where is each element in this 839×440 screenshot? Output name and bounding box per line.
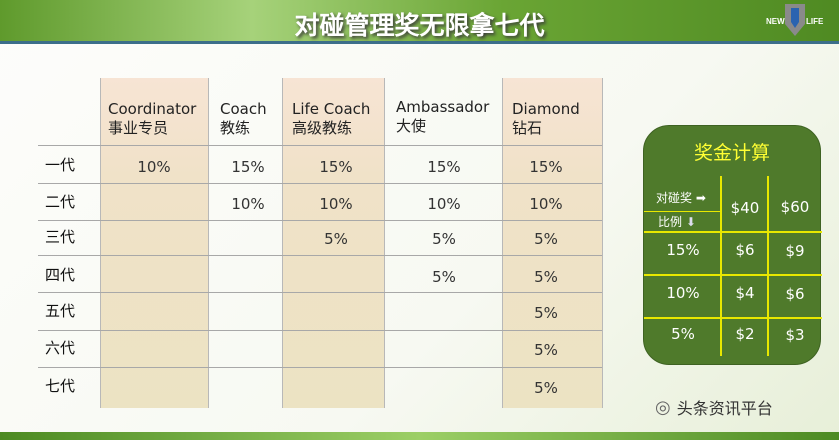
rate-cell: 5% — [534, 341, 558, 359]
generation-label: 四代 — [45, 266, 76, 284]
header-bar: 对碰管理奖无限拿七代 NEW LIFE — [0, 0, 839, 44]
slide-title: 对碰管理奖无限拿七代 — [294, 11, 545, 40]
watermark: ◎ 头条资讯平台 — [655, 396, 773, 419]
rate-cell: 10% — [231, 195, 265, 213]
rate-cell: 5% — [432, 268, 456, 286]
column-life-coach-bg — [282, 78, 384, 408]
corner-label-top: 对碰奖 ➡ — [656, 191, 706, 205]
svg-text:LIFE: LIFE — [806, 17, 824, 26]
rate-cell: 5% — [432, 230, 456, 248]
bonus-calculation-panel: 奖金计算 对碰奖 ➡ 比例 ⬇ $40 $60 15% $6 $9 10% $4 $6 5%… — [643, 125, 822, 365]
column-header: Ambassador 大使 — [396, 98, 490, 135]
calc-rate: 15% — [666, 241, 700, 259]
column-header: Coordinator 事业专员 — [108, 100, 197, 137]
calc-value: $4 — [735, 284, 755, 302]
arrow-right-icon: ➡ — [695, 191, 706, 205]
footer-bar — [0, 432, 839, 440]
calc-rate: 5% — [671, 325, 695, 343]
generation-label: 三代 — [45, 228, 76, 246]
generation-label: 七代 — [45, 377, 76, 395]
calc-value: $6 — [735, 241, 755, 259]
rate-cell: 15% — [529, 158, 563, 176]
column-header: Life Coach 高级教练 — [292, 100, 371, 137]
calc-rate: 10% — [666, 284, 700, 302]
generation-label: 一代 — [45, 156, 76, 174]
arrow-down-icon: ⬇ — [685, 215, 696, 229]
calc-value: $3 — [785, 326, 805, 344]
rate-cell: 10% — [137, 158, 171, 176]
calc-value: $2 — [735, 325, 755, 343]
rate-cell: 5% — [324, 230, 348, 248]
rate-cell: 5% — [534, 230, 558, 248]
calc-value: $6 — [785, 285, 805, 303]
column-coordinator-bg — [100, 78, 208, 408]
rate-cell: 5% — [534, 379, 558, 397]
generation-label: 二代 — [45, 193, 76, 211]
rate-cell: 10% — [319, 195, 353, 213]
panel-title: 奖金计算 — [693, 142, 770, 164]
column-header: Coach 教练 — [220, 100, 267, 137]
svg-text:NEW: NEW — [766, 17, 785, 26]
rate-cell: 15% — [427, 158, 461, 176]
calc-header: $60 — [780, 198, 810, 216]
new-u-life-logo: NEW LIFE — [766, 4, 824, 36]
rate-cell: 10% — [529, 195, 563, 213]
generation-label: 五代 — [45, 302, 76, 320]
corner-label-bottom: 比例 ⬇ — [658, 215, 696, 229]
rate-cell: 5% — [534, 304, 558, 322]
rate-cell: 15% — [231, 158, 265, 176]
column-diamond-bg — [502, 78, 602, 408]
generation-label: 六代 — [45, 339, 76, 357]
calc-header: $40 — [730, 199, 760, 217]
column-header: Diamond 钻石 — [512, 100, 580, 137]
rate-cell: 5% — [534, 268, 558, 286]
calc-value: $9 — [785, 242, 805, 260]
rate-cell: 15% — [319, 158, 353, 176]
wechat-icon: ◎ — [655, 396, 671, 418]
rate-cell: 10% — [427, 195, 461, 213]
